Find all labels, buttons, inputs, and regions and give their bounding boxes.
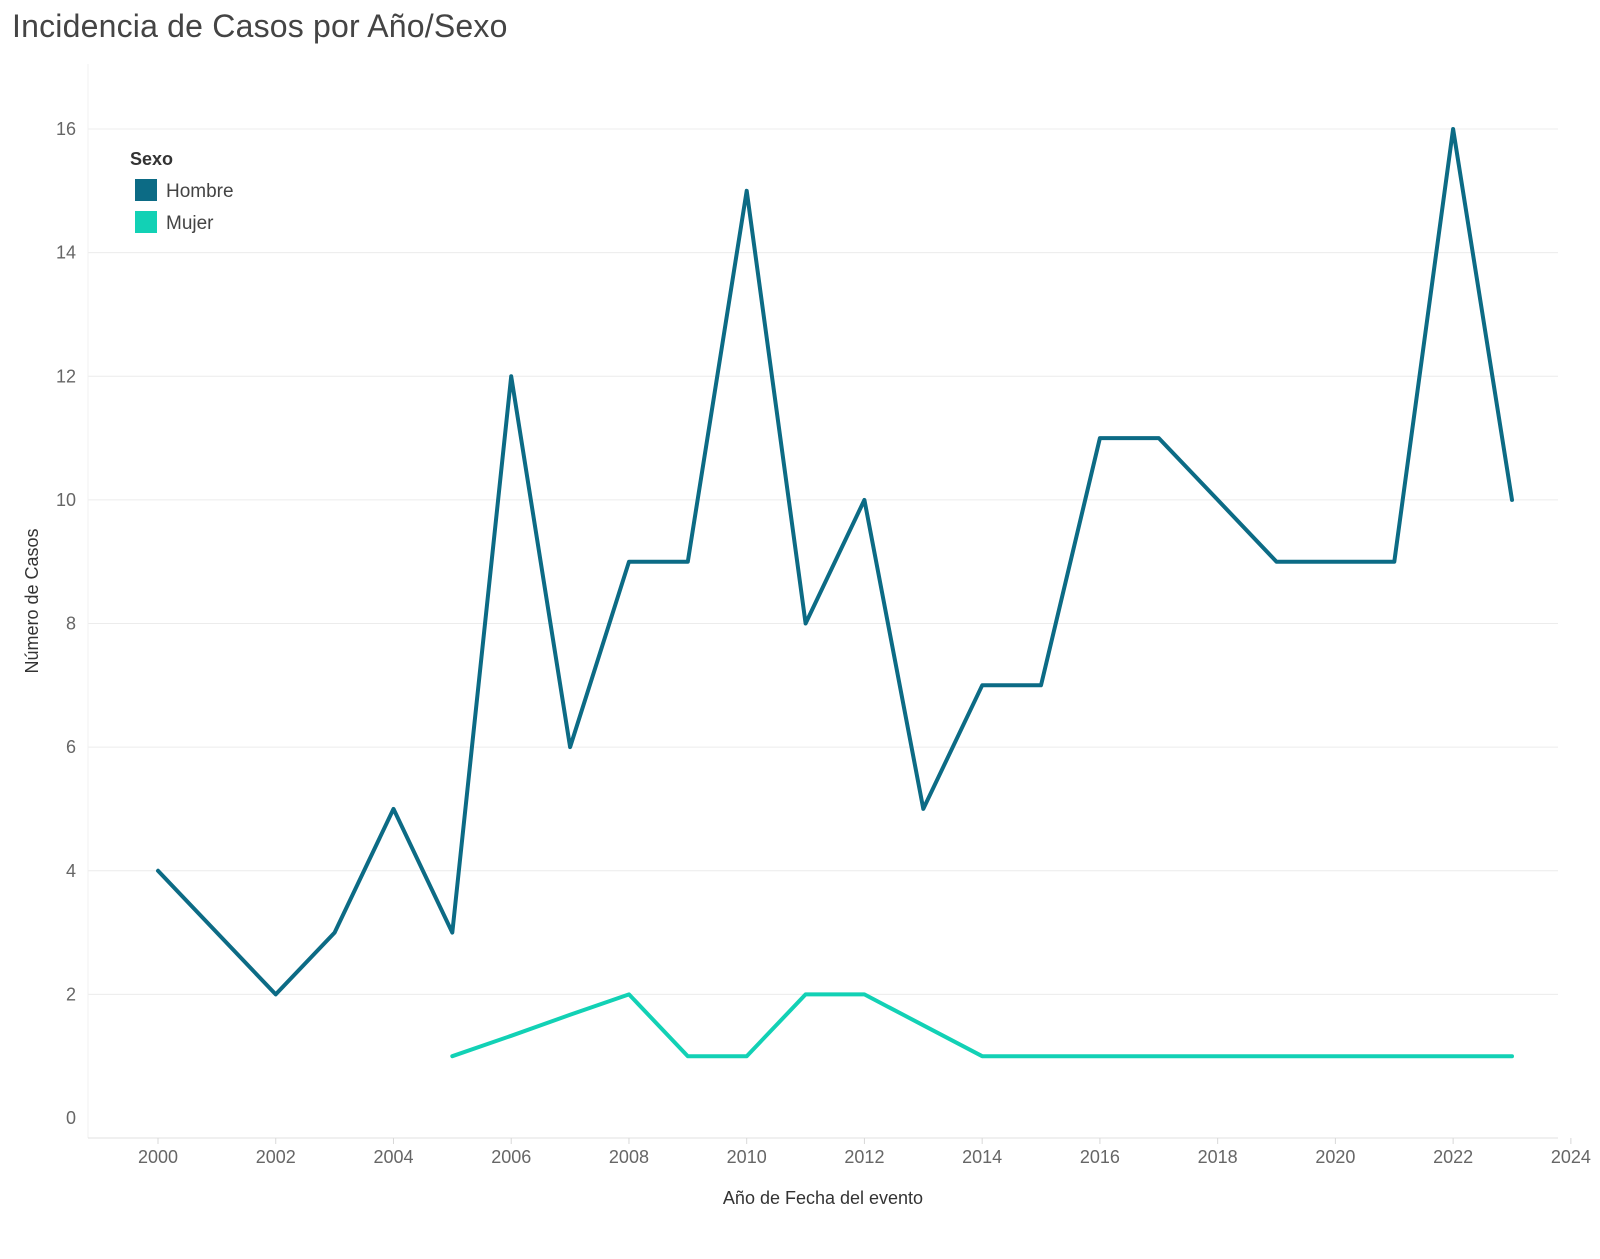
- legend: Sexo Hombre Mujer: [130, 149, 234, 234]
- x-tick-label: 2018: [1198, 1147, 1238, 1167]
- x-tick-label: 2010: [727, 1147, 767, 1167]
- x-tick-label: 2020: [1315, 1147, 1355, 1167]
- x-tick-label: 2016: [1080, 1147, 1120, 1167]
- y-axis-title: Número de Casos: [22, 528, 42, 673]
- legend-swatch-mujer: [135, 211, 157, 233]
- y-tick-label: 12: [56, 366, 76, 386]
- x-axis-title: Año de Fecha del evento: [723, 1188, 923, 1208]
- y-tick-label: 10: [56, 490, 76, 510]
- x-tick-label: 2012: [844, 1147, 884, 1167]
- y-tick-label: 8: [66, 614, 76, 634]
- x-tick-label: 2000: [138, 1147, 178, 1167]
- grid-lines: [88, 128, 1558, 995]
- tick-labels: 0 2 4 6 8 10 12 14 16 2000 2002 2004 2006 2008 2010 201…: [56, 119, 1591, 1167]
- axes: [87, 64, 1572, 1144]
- y-tick-label: 14: [56, 243, 76, 263]
- x-tick-label: 2004: [373, 1147, 413, 1167]
- legend-title: Sexo: [130, 149, 173, 169]
- x-tick-label: 2002: [256, 1147, 296, 1167]
- x-tick-label: 2014: [962, 1147, 1002, 1167]
- series-line-mujer: [450, 992, 1514, 1059]
- series-lines: [156, 127, 1514, 1059]
- legend-swatch-hombre: [135, 179, 157, 201]
- y-tick-label: 0: [66, 1108, 76, 1128]
- y-tick-label: 4: [66, 861, 76, 881]
- legend-label-hombre: Hombre: [166, 181, 234, 202]
- y-tick-label: 2: [66, 984, 76, 1004]
- x-tick-label: 2024: [1551, 1147, 1591, 1167]
- legend-label-mujer: Mujer: [166, 213, 214, 234]
- y-tick-label: 16: [56, 119, 76, 139]
- x-tick-label: 2006: [491, 1147, 531, 1167]
- x-tick-label: 2022: [1433, 1147, 1473, 1167]
- x-tick-label: 2008: [609, 1147, 649, 1167]
- chart-title: Incidencia de Casos por Año/Sexo: [12, 8, 508, 44]
- y-tick-label: 6: [66, 737, 76, 757]
- series-line-hombre: [156, 127, 1514, 997]
